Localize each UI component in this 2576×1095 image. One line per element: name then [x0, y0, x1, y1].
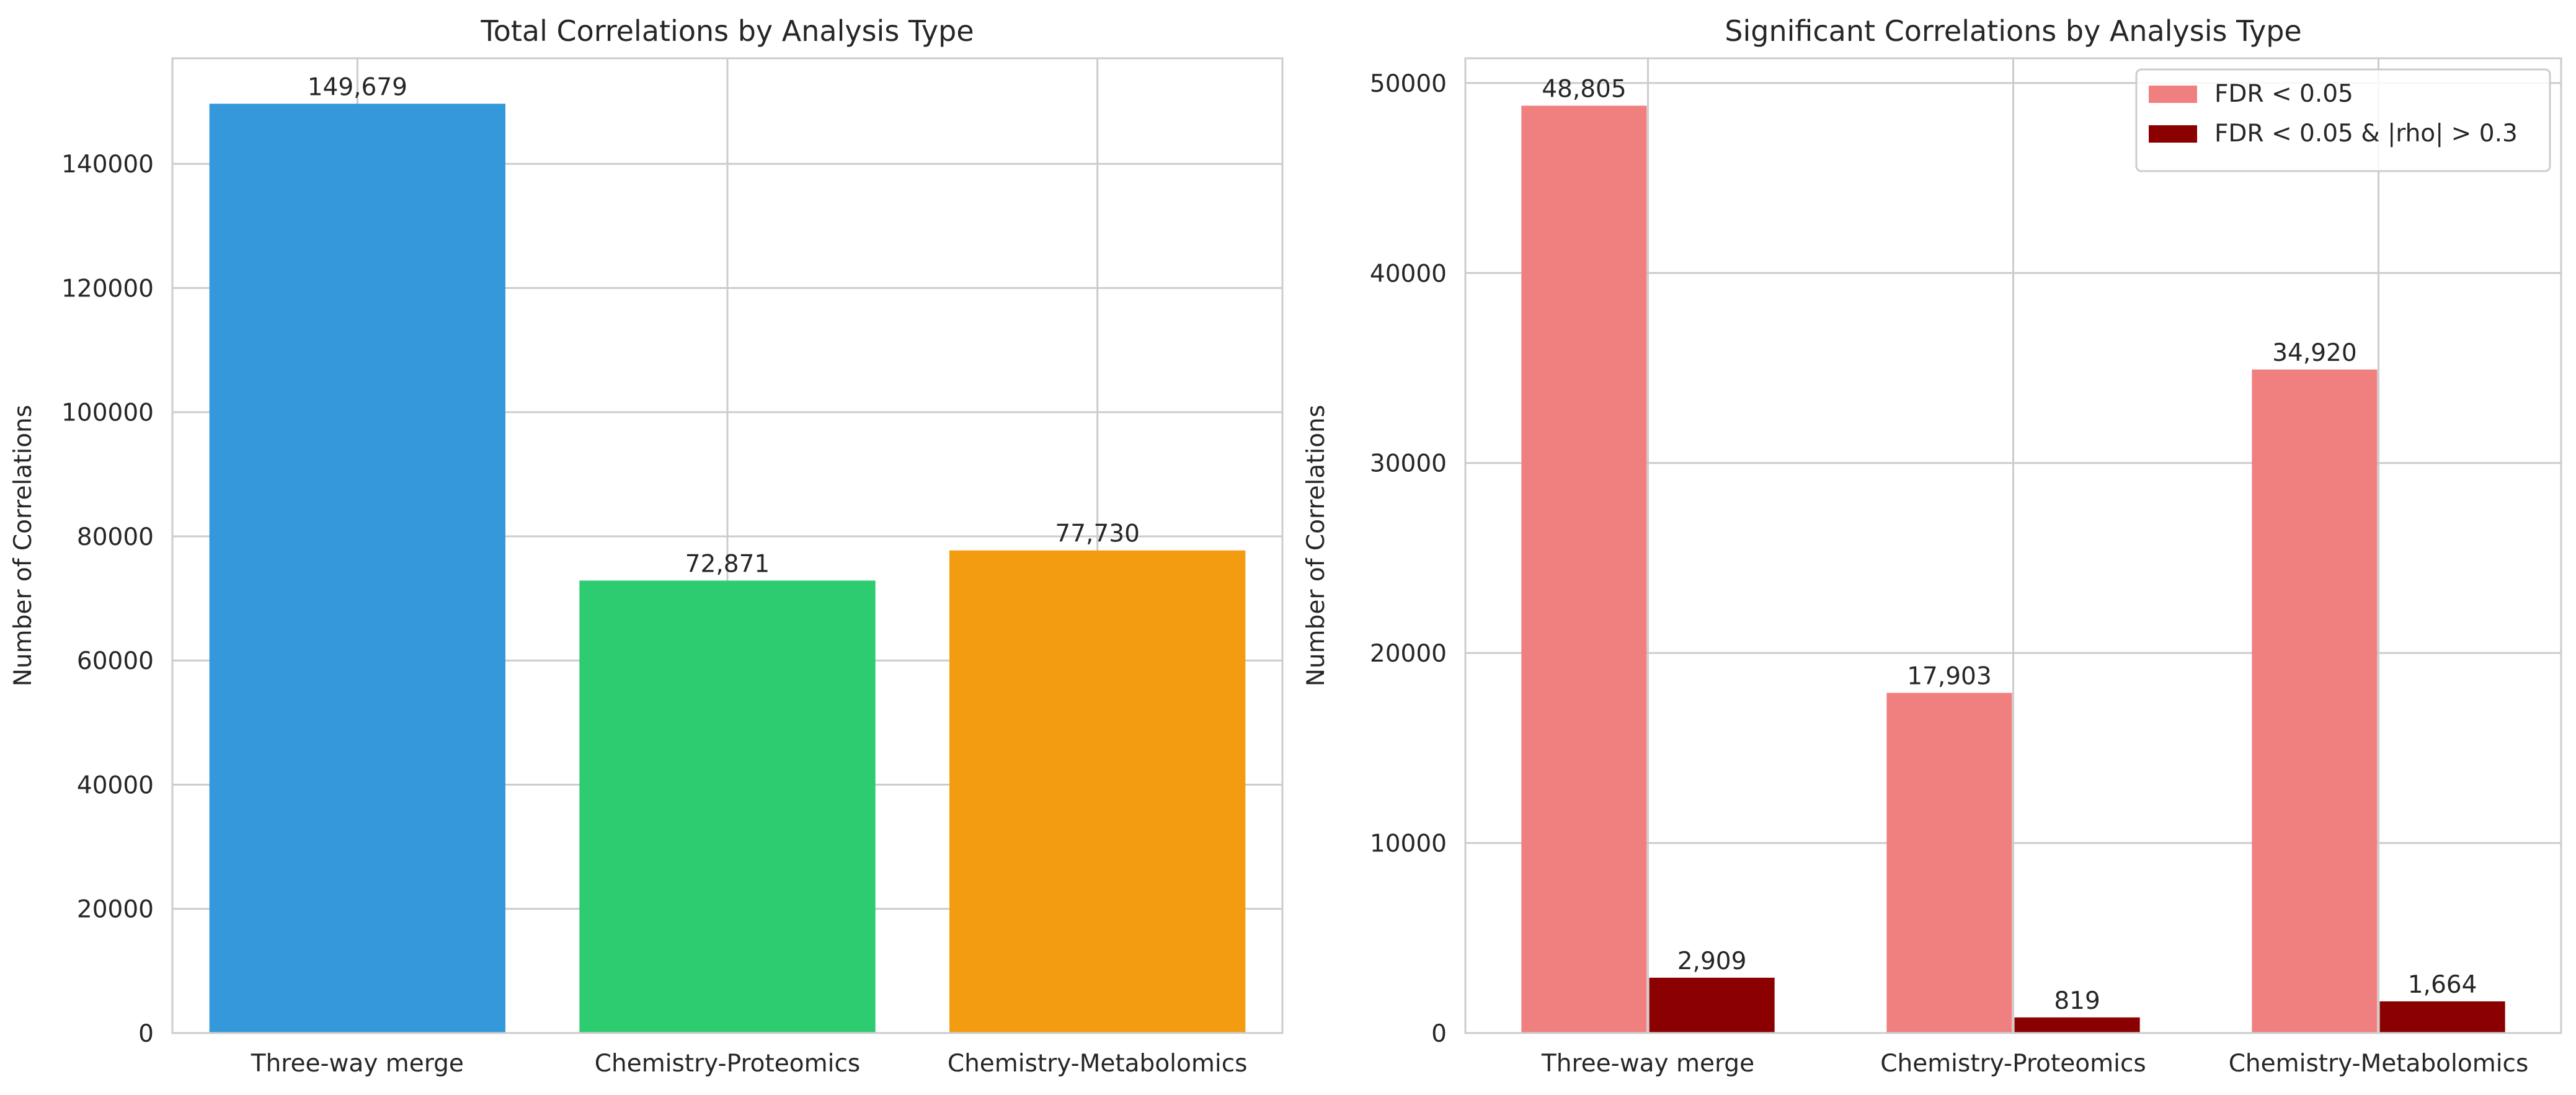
y-tick-label: 100000 [61, 399, 154, 427]
legend-label-2: FDR < 0.05 & |rho| > 0.3 [2214, 120, 2518, 148]
bar-value-label: 72,871 [685, 550, 770, 578]
bar-series-2-2 [2014, 1017, 2140, 1033]
chart-title: Total Correlations by Analysis Type [480, 14, 974, 48]
y-tick-label: 140000 [61, 151, 154, 179]
bar-1 [209, 104, 505, 1034]
chart-panel-2: 48,805 17,903 34,920 2,909 819 1,664 0 10000 200… [1302, 14, 2562, 1078]
bar-value-label: 48,805 [1542, 75, 1626, 103]
y-tick-label: 40000 [77, 771, 154, 799]
x-tick-label: Chemistry-Metabolomics [2229, 1050, 2529, 1078]
y-tick-label: 20000 [77, 896, 154, 924]
bar-3 [949, 550, 1246, 1033]
legend-label-1: FDR < 0.05 [2214, 80, 2353, 108]
legend-swatch-1 [2149, 86, 2197, 103]
x-tick-label: Three-way merge [251, 1050, 464, 1078]
bar-series-1-2 [1886, 693, 2012, 1033]
y-tick-label: 40000 [1370, 260, 1447, 288]
y-tick-label: 60000 [77, 647, 154, 675]
x-tick-label: Chemistry-Proteomics [595, 1050, 861, 1078]
bar-value-label: 819 [2054, 987, 2100, 1015]
legend: FDR < 0.05 FDR < 0.05 & |rho| > 0.3 [2135, 68, 2551, 172]
bar-value-label: 17,903 [1907, 662, 1991, 690]
legend-box [2135, 68, 2551, 172]
bar-2 [579, 580, 876, 1033]
bar-value-label: 34,920 [2272, 339, 2356, 367]
bar-series-1-1 [1521, 105, 1647, 1034]
y-tick-label: 0 [138, 1020, 154, 1048]
y-tick-label: 80000 [77, 523, 154, 551]
chart-panel-1: 149,679 72,871 77,730 0 20000 40000 60000 80000… [9, 14, 1284, 1078]
y-tick-label: 20000 [1370, 640, 1447, 668]
y-tick-label: 10000 [1370, 830, 1447, 858]
chart-title: Significant Correlations by Analysis Typ… [1725, 14, 2301, 48]
x-tick-label: Chemistry-Proteomics [1880, 1050, 2146, 1078]
plot-frame [171, 57, 1284, 1034]
bar-value-label: 1,664 [2408, 971, 2477, 999]
y-axis-label: Number of Correlations [1302, 405, 1330, 686]
y-axis-label: Number of Correlations [9, 405, 37, 686]
x-tick-label: Three-way merge [1541, 1050, 1754, 1078]
y-tick-label: 0 [1431, 1020, 1447, 1048]
bar-series-2-1 [1649, 977, 1775, 1033]
y-tick-label: 30000 [1370, 450, 1447, 478]
plot-frame [1464, 57, 2562, 1034]
legend-swatch-2 [2149, 125, 2197, 143]
bar-series-2-3 [2379, 1001, 2505, 1033]
y-tick-label: 50000 [1370, 70, 1447, 98]
bar-value-label: 2,909 [1677, 947, 1747, 975]
bar-value-label: 149,679 [308, 73, 407, 101]
x-tick-label: Chemistry-Metabolomics [948, 1050, 1248, 1078]
bar-value-label: 77,730 [1055, 520, 1139, 548]
bar-series-1-3 [2252, 369, 2378, 1034]
y-tick-label: 120000 [61, 275, 154, 303]
